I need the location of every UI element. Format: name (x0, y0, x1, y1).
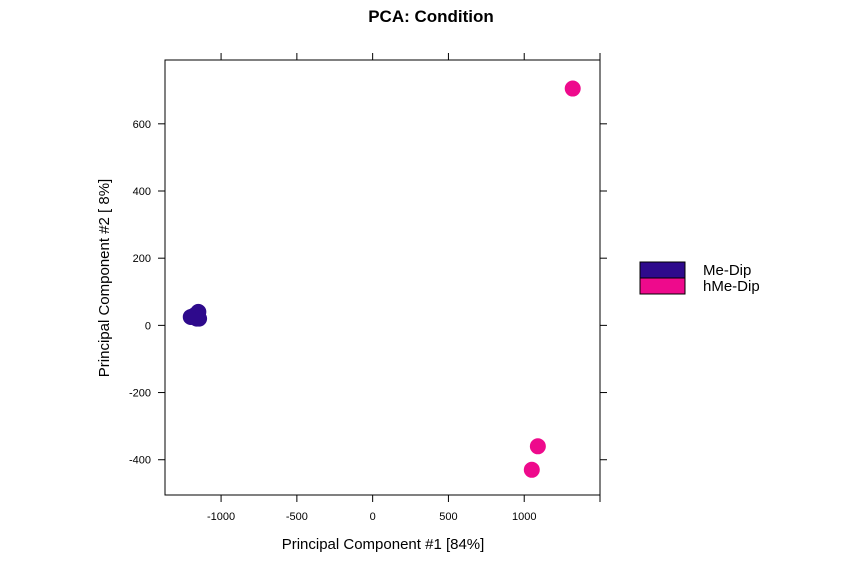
y-axis-label: Principal Component #2 [ 8%] (96, 179, 113, 377)
y-tick-label: 0 (145, 320, 151, 332)
y-tick-label: -400 (129, 455, 151, 467)
legend-swatch (639, 261, 686, 279)
legend-label: Me-Dip (703, 262, 751, 279)
data-point-hme-dip (564, 80, 581, 97)
axis-ticks: -1000 -500 0 500 1000 -400 -200 0 200 400 600 (129, 53, 607, 523)
data-point-hme-dip (523, 461, 540, 478)
y-tick-label: 400 (133, 186, 151, 198)
x-tick-label: -1000 (207, 511, 235, 523)
plot-frame (164, 59, 601, 496)
x-axis-label: Principal Component #1 [84%] (282, 536, 485, 553)
chart-title: PCA: Condition (368, 7, 494, 26)
legend-swatch (639, 277, 686, 295)
x-tick-label: 500 (439, 511, 457, 523)
y-tick-label: 200 (133, 253, 151, 265)
data-points (182, 80, 581, 478)
y-tick-label: -200 (129, 388, 151, 400)
x-tick-label: -500 (286, 511, 308, 523)
x-tick-label: 1000 (512, 511, 536, 523)
data-point-hme-dip (529, 438, 546, 455)
y-tick-label: 600 (133, 119, 151, 131)
data-point-me-dip (191, 310, 208, 327)
legend-label: hMe-Dip (703, 278, 760, 295)
x-tick-label: 0 (370, 511, 376, 523)
